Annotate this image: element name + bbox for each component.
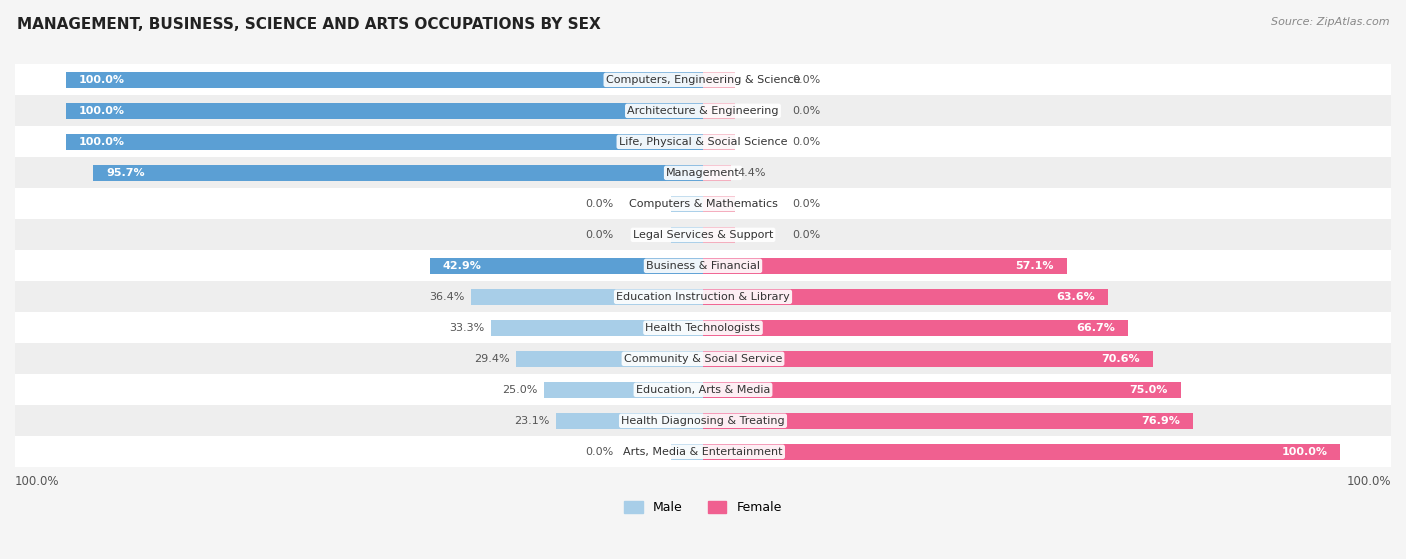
Bar [671, 444, 703, 460]
Text: 100.0%: 100.0% [15, 475, 59, 488]
Bar [3, 281, 1403, 312]
Bar [471, 289, 703, 305]
Bar [671, 196, 703, 212]
Text: 25.0%: 25.0% [502, 385, 537, 395]
Text: 100.0%: 100.0% [79, 75, 125, 85]
Bar [544, 382, 703, 398]
Text: 29.4%: 29.4% [474, 354, 509, 364]
Text: 0.0%: 0.0% [585, 230, 614, 240]
Bar [3, 343, 1403, 375]
Text: 100.0%: 100.0% [79, 137, 125, 147]
Text: MANAGEMENT, BUSINESS, SCIENCE AND ARTS OCCUPATIONS BY SEX: MANAGEMENT, BUSINESS, SCIENCE AND ARTS O… [17, 17, 600, 32]
Bar [3, 64, 1403, 96]
Text: 95.7%: 95.7% [105, 168, 145, 178]
Bar [3, 312, 1403, 343]
Text: Architecture & Engineering: Architecture & Engineering [627, 106, 779, 116]
Text: 0.0%: 0.0% [585, 199, 614, 209]
Bar [66, 134, 703, 150]
Text: 76.9%: 76.9% [1142, 416, 1180, 426]
Bar [703, 258, 1067, 274]
Bar [491, 320, 703, 336]
Text: 23.1%: 23.1% [515, 416, 550, 426]
Bar [703, 289, 1108, 305]
Bar [555, 413, 703, 429]
Legend: Male, Female: Male, Female [619, 496, 787, 519]
Text: 0.0%: 0.0% [792, 106, 821, 116]
Bar [703, 227, 735, 243]
Text: Legal Services & Support: Legal Services & Support [633, 230, 773, 240]
Bar [3, 405, 1403, 436]
Bar [3, 96, 1403, 126]
Text: 36.4%: 36.4% [429, 292, 465, 302]
Text: Education, Arts & Media: Education, Arts & Media [636, 385, 770, 395]
Bar [3, 188, 1403, 219]
Text: 42.9%: 42.9% [443, 261, 481, 271]
Text: 100.0%: 100.0% [79, 106, 125, 116]
Bar [671, 227, 703, 243]
Text: 0.0%: 0.0% [585, 447, 614, 457]
Text: 4.4%: 4.4% [737, 168, 766, 178]
Text: Arts, Media & Entertainment: Arts, Media & Entertainment [623, 447, 783, 457]
Text: 75.0%: 75.0% [1129, 385, 1168, 395]
Text: Life, Physical & Social Science: Life, Physical & Social Science [619, 137, 787, 147]
Text: Community & Social Service: Community & Social Service [624, 354, 782, 364]
Bar [66, 72, 703, 88]
Text: Business & Financial: Business & Financial [645, 261, 761, 271]
Text: Management: Management [666, 168, 740, 178]
Bar [3, 219, 1403, 250]
Text: Source: ZipAtlas.com: Source: ZipAtlas.com [1271, 17, 1389, 27]
Bar [703, 350, 1153, 367]
Text: Health Diagnosing & Treating: Health Diagnosing & Treating [621, 416, 785, 426]
Bar [3, 375, 1403, 405]
Bar [516, 350, 703, 367]
Bar [93, 165, 703, 181]
Bar [703, 382, 1181, 398]
Text: 100.0%: 100.0% [1281, 447, 1327, 457]
Text: Computers, Engineering & Science: Computers, Engineering & Science [606, 75, 800, 85]
Bar [3, 126, 1403, 157]
Bar [703, 103, 735, 119]
Bar [3, 157, 1403, 188]
Bar [703, 72, 735, 88]
Bar [703, 196, 735, 212]
Text: 33.3%: 33.3% [450, 323, 485, 333]
Text: 100.0%: 100.0% [1347, 475, 1391, 488]
Text: 66.7%: 66.7% [1076, 323, 1115, 333]
Text: 0.0%: 0.0% [792, 137, 821, 147]
Text: 70.6%: 70.6% [1101, 354, 1140, 364]
Bar [430, 258, 703, 274]
Bar [3, 436, 1403, 467]
Bar [703, 444, 1340, 460]
Bar [703, 413, 1192, 429]
Text: 0.0%: 0.0% [792, 199, 821, 209]
Text: 0.0%: 0.0% [792, 230, 821, 240]
Text: Education Instruction & Library: Education Instruction & Library [616, 292, 790, 302]
Bar [703, 134, 735, 150]
Bar [3, 250, 1403, 281]
Text: 63.6%: 63.6% [1057, 292, 1095, 302]
Bar [703, 165, 731, 181]
Text: 57.1%: 57.1% [1015, 261, 1054, 271]
Bar [66, 103, 703, 119]
Text: 0.0%: 0.0% [792, 75, 821, 85]
Text: Health Technologists: Health Technologists [645, 323, 761, 333]
Text: Computers & Mathematics: Computers & Mathematics [628, 199, 778, 209]
Bar [703, 320, 1128, 336]
